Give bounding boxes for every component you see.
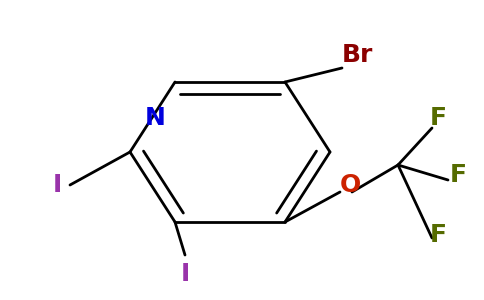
Text: N: N [145, 106, 166, 130]
Text: I: I [53, 173, 62, 197]
Text: F: F [430, 223, 447, 247]
Text: I: I [181, 262, 190, 286]
Text: Br: Br [342, 43, 373, 67]
Text: F: F [430, 106, 447, 130]
Text: O: O [340, 173, 361, 197]
Text: F: F [450, 163, 467, 187]
